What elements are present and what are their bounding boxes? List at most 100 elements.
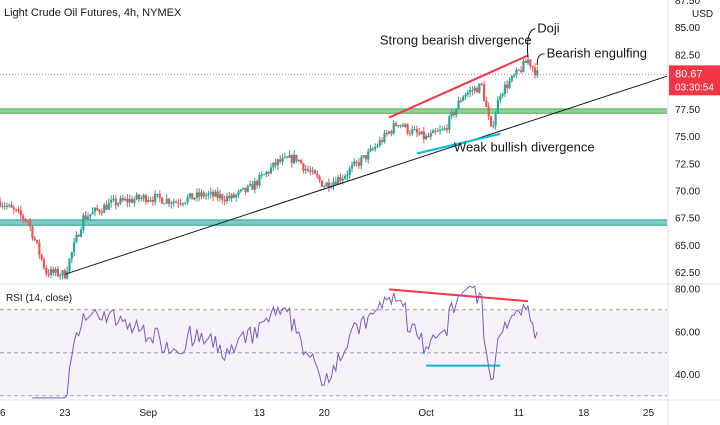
rsi-label: RSI (14, close) (6, 293, 72, 304)
candle-body (244, 187, 247, 192)
candle-body (341, 178, 344, 181)
candle-body (316, 173, 319, 177)
candle-body (73, 242, 76, 253)
candle-body (174, 201, 178, 203)
candle-body (390, 131, 393, 134)
candle-body (225, 196, 229, 202)
candle-body (22, 215, 25, 219)
candle-body (24, 218, 27, 221)
candle-body (343, 176, 347, 179)
candle-body (471, 90, 474, 92)
candle-body (17, 209, 20, 211)
candle-body (123, 198, 127, 201)
candlesticks (0, 55, 539, 280)
candle-body (517, 69, 520, 71)
trend-lines (64, 54, 668, 367)
candle-body (128, 198, 131, 203)
chart-annotation: Strong bearish divergence (380, 33, 532, 48)
candle-body (49, 269, 53, 276)
candle-body (260, 174, 263, 176)
candle-body (161, 197, 164, 204)
candle-body (438, 129, 442, 131)
candle-body (334, 181, 337, 185)
candle-body (209, 191, 212, 194)
candle-body (223, 199, 226, 202)
candle-body (98, 209, 101, 213)
candle-body (91, 211, 94, 215)
candle-body (531, 66, 534, 68)
candle-body (306, 169, 310, 171)
candle-body (394, 123, 398, 126)
price-tick-label: 77.50 (675, 105, 700, 116)
candle-body (369, 148, 372, 152)
time-tick-label: 16 (0, 408, 6, 419)
price-tick-label: 67.50 (675, 214, 700, 225)
candle-body (445, 128, 449, 130)
candle-body (179, 203, 182, 205)
candle-body (272, 162, 275, 168)
candle-body (66, 271, 69, 279)
candle-body (489, 116, 493, 127)
time-tick-label: 11 (514, 408, 525, 419)
candle-body (397, 125, 400, 127)
candle-body (149, 199, 152, 201)
candle-body (431, 130, 435, 134)
candle-body (503, 84, 506, 94)
candle-body (84, 215, 87, 220)
candle-body (274, 162, 277, 166)
price-tick-label: 87.50 (675, 0, 700, 7)
candle-body (374, 146, 377, 150)
candle-body (31, 226, 34, 239)
candle-body (357, 162, 361, 166)
candle-body (211, 191, 215, 197)
candle-body (475, 87, 479, 93)
candle-body (429, 133, 432, 137)
candle-body (230, 194, 233, 199)
candle-body (59, 275, 62, 277)
candle-body (492, 125, 495, 127)
candle-body (1, 205, 4, 207)
candle-body (401, 125, 405, 127)
rsi-pane (0, 285, 667, 399)
candle-body (536, 70, 539, 76)
candle-body (205, 195, 208, 197)
candle-body (420, 131, 423, 135)
price-tick-label: 70.00 (675, 186, 700, 197)
candle-body (526, 59, 530, 64)
candle-body (286, 156, 289, 158)
candle-body (295, 154, 298, 161)
candle-body (186, 197, 189, 203)
candle-body (156, 193, 159, 195)
candle-body (265, 171, 268, 175)
candle-body (469, 90, 472, 93)
candle-body (47, 273, 50, 276)
candle-body (137, 194, 141, 200)
candle-body (482, 84, 486, 101)
candle-body (172, 201, 175, 204)
candle-body (480, 83, 483, 85)
candle-body (332, 181, 335, 187)
current-price-badge (669, 65, 720, 96)
candle-body (142, 195, 145, 199)
candle-body (425, 136, 428, 140)
candle-body (309, 170, 312, 172)
candle-body (367, 151, 370, 160)
candle-body (524, 60, 527, 64)
candle-body (163, 203, 166, 205)
candle-body (496, 100, 500, 114)
chart-annotation: Weak bullish divergence (454, 139, 595, 154)
candle-body (487, 107, 490, 117)
candle-body (130, 198, 134, 203)
candle-body (515, 69, 518, 76)
candle-body (411, 129, 414, 134)
candle-body (184, 202, 187, 204)
candle-body (167, 198, 171, 204)
candle-body (202, 192, 205, 197)
engulfing-pointer (536, 53, 545, 66)
candle-body (165, 198, 168, 204)
candle-body (313, 170, 317, 174)
candle-body (283, 156, 286, 158)
candle-body (140, 198, 143, 200)
candle-body (177, 202, 180, 204)
candle-body (103, 204, 106, 213)
